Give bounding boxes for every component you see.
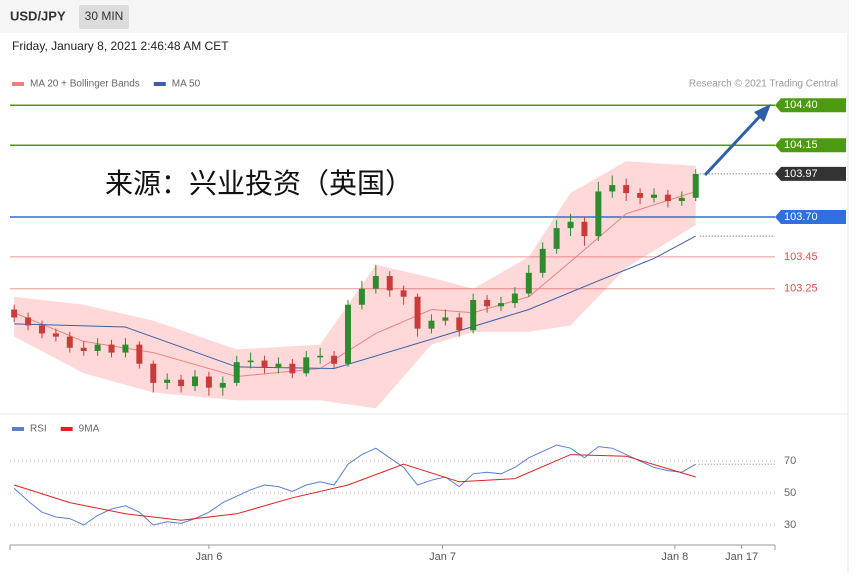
legend-label: MA 20 + Bollinger Bands <box>30 79 140 90</box>
candle-body <box>414 296 421 329</box>
arrow-head <box>754 104 771 122</box>
rsi-line <box>13 444 696 526</box>
candle-body <box>344 304 351 364</box>
candle-body <box>456 317 463 331</box>
overlay-text: 来源：兴业投资（英国） <box>105 167 413 200</box>
candle-body <box>219 382 226 388</box>
plot: MA 20 + Bollinger Bands MA 50 RSI 9MA 104.40… <box>10 79 846 563</box>
candle-body <box>484 299 491 307</box>
candle-body <box>191 376 198 387</box>
rsi-tick-label: 50 <box>784 487 796 499</box>
datetime: Friday, January 8, 2021 2:46:48 AM CET <box>12 39 229 53</box>
candle-body <box>150 363 157 383</box>
level-label: 104.15 <box>784 139 818 151</box>
candle-body <box>581 221 588 237</box>
candle-body <box>11 309 18 318</box>
x-tick-label: Jan 7 <box>429 551 456 563</box>
legend-label: 9MA <box>79 424 100 435</box>
candle-body <box>400 290 407 297</box>
legend-swatch <box>12 82 24 86</box>
level-box <box>775 138 846 153</box>
level-label: 103.25 <box>784 283 818 295</box>
legend-label: RSI <box>30 424 47 435</box>
rsi-tick-label: 70 <box>784 455 796 467</box>
candle-body <box>358 288 365 305</box>
candle-body <box>428 320 435 329</box>
bollinger-band <box>14 161 696 409</box>
candle-body <box>595 191 602 237</box>
candle-body <box>525 272 532 294</box>
last-price-box <box>775 166 846 181</box>
x-tick-label: Jan 6 <box>195 551 222 563</box>
candle-body <box>692 173 699 198</box>
candle-body <box>442 317 449 321</box>
candle-body <box>80 347 87 351</box>
candle-body <box>539 248 546 273</box>
candle-body <box>178 379 185 387</box>
candle-body <box>609 185 616 192</box>
candle-body <box>38 325 45 334</box>
legend-swatch <box>153 82 166 86</box>
candle-body <box>553 228 560 249</box>
candle-body <box>303 357 310 374</box>
header-bar <box>0 0 848 33</box>
candle-body <box>122 344 129 353</box>
x-tick-label: Jan 17 <box>725 551 758 563</box>
candle-body <box>261 360 268 367</box>
candle-body <box>511 293 518 304</box>
candle-body <box>331 355 338 364</box>
candle-body <box>164 379 171 383</box>
interval-box[interactable] <box>79 5 129 29</box>
candle-body <box>317 355 324 358</box>
symbol: USD/JPY <box>10 8 66 23</box>
candle-body <box>275 363 282 367</box>
arrow-shaft <box>703 112 764 177</box>
level-label: 104.40 <box>784 99 818 111</box>
x-tick-label: Jan 8 <box>661 551 688 563</box>
candle-body <box>205 376 212 388</box>
candle-body <box>386 276 393 291</box>
candle-body <box>108 344 115 353</box>
candle-body <box>650 194 657 198</box>
candle-body <box>94 344 101 351</box>
candle-body <box>136 344 143 364</box>
credit: Research © 2021 Trading Central <box>689 79 838 90</box>
candle-body <box>25 317 32 326</box>
last-price-label: 103.97 <box>784 168 818 180</box>
legend-label: MA 50 <box>172 79 201 90</box>
rsi-tick-label: 30 <box>784 519 796 531</box>
candle-body <box>470 299 477 331</box>
rsi-ma-line <box>14 454 696 521</box>
candle-body <box>233 362 240 383</box>
interval[interactable]: 30 MIN <box>85 9 124 23</box>
candle-body <box>247 360 254 363</box>
candle-body <box>623 185 630 194</box>
level-box <box>775 209 846 224</box>
ma50-line <box>14 235 696 370</box>
candle-body <box>497 303 504 307</box>
candle-body <box>664 194 671 202</box>
candle-body <box>372 276 379 289</box>
candle-body <box>66 336 73 348</box>
candle-body <box>289 363 296 374</box>
level-box <box>775 98 846 113</box>
legend-swatch <box>60 427 73 431</box>
candle-body <box>637 193 644 198</box>
level-label: 103.70 <box>784 211 818 223</box>
candle-body <box>52 333 59 337</box>
legend-swatch <box>12 427 24 431</box>
level-label: 103.45 <box>784 251 818 263</box>
candle-body <box>567 221 574 229</box>
candle-body <box>678 197 685 202</box>
